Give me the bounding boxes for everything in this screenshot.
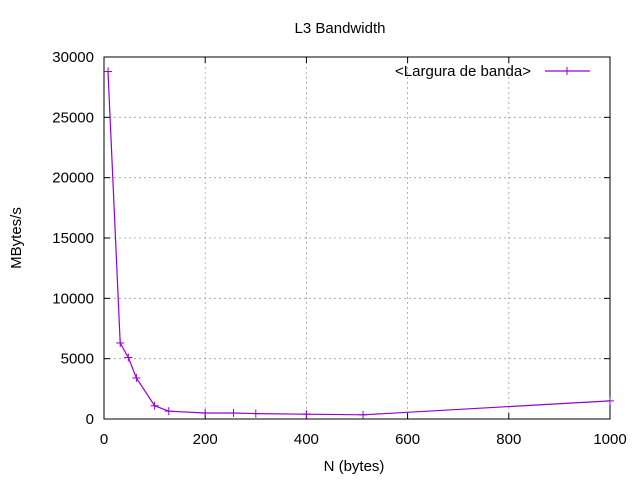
data-point: [124, 353, 133, 362]
data-point: [201, 408, 210, 417]
x-tick-label: 200: [193, 431, 218, 448]
data-point: [302, 410, 311, 419]
y-tick-label: 20000: [52, 170, 94, 187]
data-point: [150, 401, 159, 410]
data-point: [116, 338, 125, 347]
data-point: [606, 396, 614, 405]
axis-ticks: 0 5000 10000 15000 20000 25000 30000 0 200 400 600…: [52, 49, 626, 448]
series-layer: [104, 67, 614, 419]
x-tick-label: 400: [294, 431, 319, 448]
data-point: [164, 407, 173, 416]
y-tick-label: 10000: [52, 290, 94, 307]
y-axis-label: MBytes/s: [8, 207, 25, 269]
y-tick-label: 25000: [52, 109, 94, 126]
chart-title: L3 Bandwidth: [295, 20, 386, 37]
data-point: [229, 408, 238, 417]
x-axis-label: N (bytes): [324, 458, 385, 475]
data-point: [359, 410, 368, 419]
x-tick-label: 1000: [593, 431, 626, 448]
legend-marker: [563, 67, 571, 75]
x-tick-label: 0: [100, 431, 108, 448]
x-tick-label: 800: [496, 431, 521, 448]
data-point: [251, 409, 260, 418]
series-line: [107, 71, 611, 416]
data-point: [104, 67, 113, 76]
data-point: [132, 373, 141, 382]
y-tick-label: 30000: [52, 49, 94, 66]
grid-lines: [104, 57, 610, 419]
x-tick-label: 600: [395, 431, 420, 448]
y-tick-label: 5000: [61, 351, 94, 368]
legend: <Largura de banda>: [395, 63, 590, 80]
y-tick-label: 15000: [52, 230, 94, 247]
y-tick-label: 0: [86, 411, 94, 428]
legend-label: <Largura de banda>: [395, 63, 531, 80]
